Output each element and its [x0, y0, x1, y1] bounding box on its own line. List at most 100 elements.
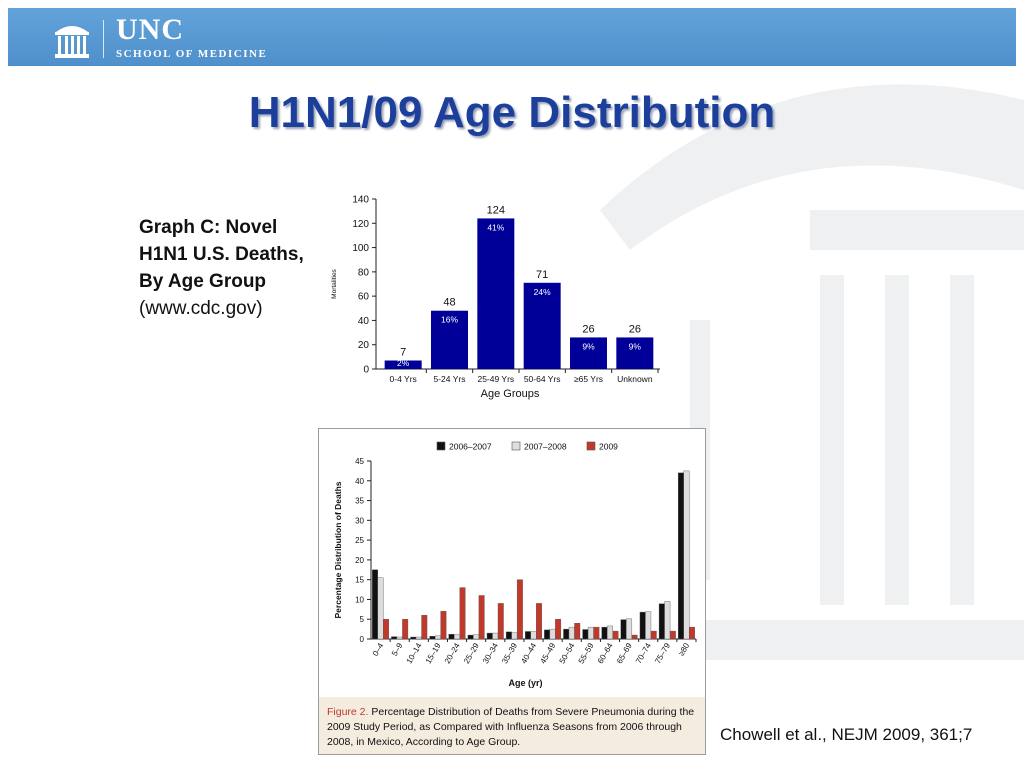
- bar: [593, 626, 600, 640]
- y-tick-label: 120: [352, 219, 369, 230]
- percent-label: 24%: [534, 287, 551, 297]
- bar: [396, 636, 403, 640]
- bar: [440, 611, 447, 640]
- bar: [459, 587, 466, 640]
- y-tick-label: 25: [355, 536, 364, 545]
- bar: [505, 631, 512, 640]
- bar: [525, 631, 531, 640]
- bar: [473, 634, 480, 640]
- x-tick-label: 5–9: [390, 641, 405, 658]
- x-tick-label: 0-4 Yrs: [390, 374, 417, 384]
- bar: [486, 632, 493, 640]
- bar: [536, 603, 542, 640]
- percent-label: 2%: [397, 358, 410, 368]
- bar: [448, 634, 455, 640]
- y-tick-label: 15: [355, 576, 364, 585]
- org-name: UNC: [116, 13, 184, 46]
- bar: [402, 619, 409, 640]
- bar: [523, 282, 561, 369]
- y-tick-label: 60: [358, 292, 370, 303]
- bar: [688, 626, 695, 640]
- x-tick-label: 25-49 Yrs: [477, 374, 514, 384]
- bar: [383, 619, 390, 640]
- y-tick-label: 5: [360, 615, 365, 624]
- y-tick-label: 45: [355, 457, 364, 466]
- bar: [511, 632, 518, 640]
- x-tick-label: 70–74: [634, 641, 653, 665]
- bar: [568, 626, 575, 640]
- bar: [497, 603, 504, 640]
- legend-label: 2006–2007: [449, 442, 492, 452]
- y-axis-title: Percentage Distribution of Deaths: [333, 481, 343, 618]
- bar: [544, 629, 551, 640]
- value-label: 26: [582, 323, 594, 335]
- bar: [477, 218, 515, 369]
- figure2-caption: Figure 2. Percentage Distribution of Dea…: [319, 697, 705, 754]
- x-tick-label: 20–24: [443, 641, 462, 665]
- x-axis-title: Age Groups: [481, 388, 540, 400]
- x-tick-label: 10–14: [405, 641, 424, 665]
- legend-swatch: [436, 441, 446, 451]
- x-axis-title: Age (yr): [508, 678, 542, 688]
- y-tick-label: 40: [358, 316, 370, 327]
- y-tick-label: 35: [355, 497, 364, 506]
- x-tick-label: 25–29: [462, 641, 481, 665]
- x-tick-label: ≥65 Yrs: [574, 374, 603, 384]
- bar: [587, 626, 594, 640]
- percent-label: 9%: [582, 341, 595, 351]
- us-deaths-bar-chart: 0 20 40 60 80 100 120 140 72% 0-4 Yrs 48 16% 5-24 Yr…: [331, 195, 660, 400]
- bar: [620, 619, 627, 640]
- logo-divider: [103, 20, 104, 58]
- x-tick-label: 30–34: [481, 641, 500, 665]
- x-tick-label: 55–59: [577, 641, 596, 665]
- x-tick-label: 15–19: [424, 641, 443, 665]
- y-tick-label: 0: [360, 635, 365, 644]
- graph-c-source: (www.cdc.gov): [139, 298, 263, 319]
- y-tick-label: 30: [355, 516, 364, 525]
- legend-label: 2009: [599, 442, 618, 452]
- bar: [372, 569, 379, 640]
- bar: [555, 619, 562, 640]
- slide-title: H1N1/09 Age Distribution: [248, 88, 776, 137]
- value-label: 124: [487, 204, 505, 216]
- x-tick-label: 65–69: [615, 641, 634, 665]
- percent-label: 9%: [629, 341, 642, 351]
- value-label: 48: [443, 297, 455, 309]
- bar: [421, 615, 428, 640]
- bar: [467, 634, 474, 640]
- x-tick-label: 40–44: [519, 641, 538, 665]
- bar: [570, 337, 607, 369]
- bar: [645, 611, 652, 640]
- x-tick-label: Unknown: [617, 374, 653, 384]
- legend-swatch: [511, 441, 521, 451]
- bar: [683, 470, 690, 640]
- header-bar: UNC SCHOOL OF MEDICINE: [8, 8, 1016, 66]
- x-tick-label: 75–79: [653, 641, 672, 665]
- y-axis-title: Mortalities: [331, 268, 338, 298]
- bar: [574, 622, 581, 640]
- bar: [626, 618, 633, 640]
- bar: [677, 472, 684, 640]
- y-tick-label: 100: [352, 243, 369, 254]
- bar: [516, 579, 523, 640]
- bar: [582, 629, 589, 640]
- bar: [639, 611, 646, 640]
- percent-label: 16%: [441, 315, 458, 325]
- bar: [650, 630, 657, 640]
- bar: [664, 601, 671, 640]
- x-tick-label: 0–4: [371, 641, 386, 658]
- x-tick-label: 45–49: [538, 641, 557, 665]
- figure2-caption-text: Percentage Distribution of Deaths from S…: [327, 706, 695, 748]
- bar: [492, 632, 499, 640]
- y-tick-label: 10: [355, 595, 364, 604]
- x-tick-label: 50–54: [558, 641, 577, 665]
- bar: [669, 630, 676, 640]
- bar: [415, 636, 422, 640]
- mexico-deaths-bar-chart: 2006–2007 2007–2008 2009 0 5 10 15 20 25 30 35 40 45…: [333, 441, 697, 688]
- value-label: 71: [536, 269, 548, 281]
- x-tick-label: ≥80: [677, 641, 692, 657]
- x-tick-label: 35–39: [500, 641, 519, 665]
- bar: [478, 595, 485, 640]
- bar: [410, 636, 417, 640]
- value-label: 26: [629, 323, 641, 335]
